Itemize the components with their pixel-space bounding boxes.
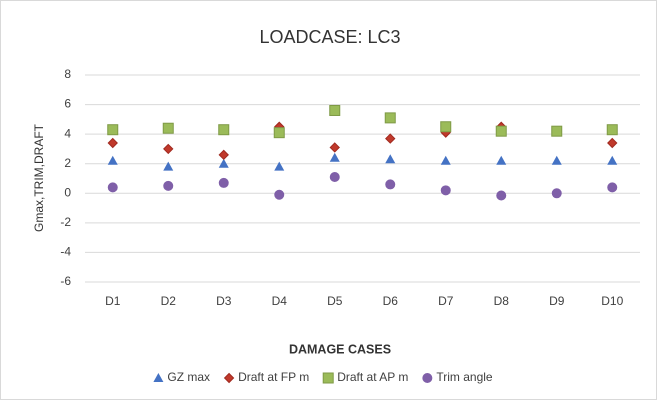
data-point (606, 124, 618, 136)
legend-label: Trim angle (436, 370, 493, 384)
data-point (551, 155, 562, 165)
data-point (496, 155, 507, 165)
data-point (163, 143, 174, 155)
data-point (496, 190, 507, 201)
data-point (273, 127, 285, 139)
y-tick-label: 0 (64, 185, 71, 199)
y-tick-label: 6 (64, 97, 71, 111)
legend-marker (322, 372, 334, 384)
legend-marker (223, 372, 235, 384)
x-tick-label: D7 (438, 294, 454, 308)
legend-marker (153, 373, 164, 382)
y-tick-label: -6 (60, 274, 71, 288)
data-point (218, 177, 229, 188)
data-point (385, 154, 396, 164)
data-point (163, 180, 174, 191)
data-point (551, 188, 562, 199)
chart-title: LOADCASE: LC3 (259, 27, 400, 47)
data-point (607, 182, 618, 193)
data-point (107, 124, 119, 136)
data-point (107, 137, 118, 149)
data-point (162, 122, 174, 134)
y-tick-label: 4 (64, 126, 71, 140)
y-axis-label: Gmax,TRIM,DRAFT (32, 123, 46, 232)
data-point (274, 189, 285, 200)
data-point (440, 155, 451, 165)
data-point (218, 158, 229, 168)
data-point (329, 172, 340, 183)
data-point (440, 185, 451, 196)
data-point (607, 155, 618, 165)
x-tick-label: D4 (272, 294, 288, 308)
y-tick-label: -4 (60, 245, 71, 259)
data-point (329, 104, 341, 116)
data-point (329, 152, 340, 162)
x-tick-label: D6 (383, 294, 399, 308)
data-point (329, 142, 340, 153)
y-tick-label: -2 (60, 215, 71, 229)
y-tick-label: 2 (64, 156, 71, 170)
data-point (385, 133, 396, 144)
data-point (107, 182, 118, 193)
data-point (607, 137, 618, 149)
x-tick-label: D8 (494, 294, 510, 308)
data-point (551, 125, 563, 137)
legend-marker (422, 373, 433, 383)
y-tick-label: 8 (64, 67, 71, 81)
data-point (218, 124, 230, 136)
data-point (218, 149, 229, 161)
x-tick-label: D1 (105, 294, 121, 308)
data-point (274, 161, 285, 171)
legend-label: Draft at FP m (238, 370, 309, 384)
x-axis-label: DAMAGE CASES (289, 342, 391, 356)
x-tick-label: D3 (216, 294, 232, 308)
data-point (384, 112, 396, 124)
x-tick-label: D5 (327, 294, 343, 308)
x-tick-label: D2 (161, 294, 177, 308)
x-tick-label: D9 (549, 294, 565, 308)
data-point (107, 155, 118, 165)
data-point (385, 179, 396, 190)
data-point (440, 121, 452, 133)
data-point (163, 161, 174, 171)
legend-label: GZ max (167, 370, 210, 384)
data-point (495, 125, 507, 137)
legend-label: Draft at AP m (337, 370, 408, 384)
x-tick-label: D10 (601, 294, 623, 308)
